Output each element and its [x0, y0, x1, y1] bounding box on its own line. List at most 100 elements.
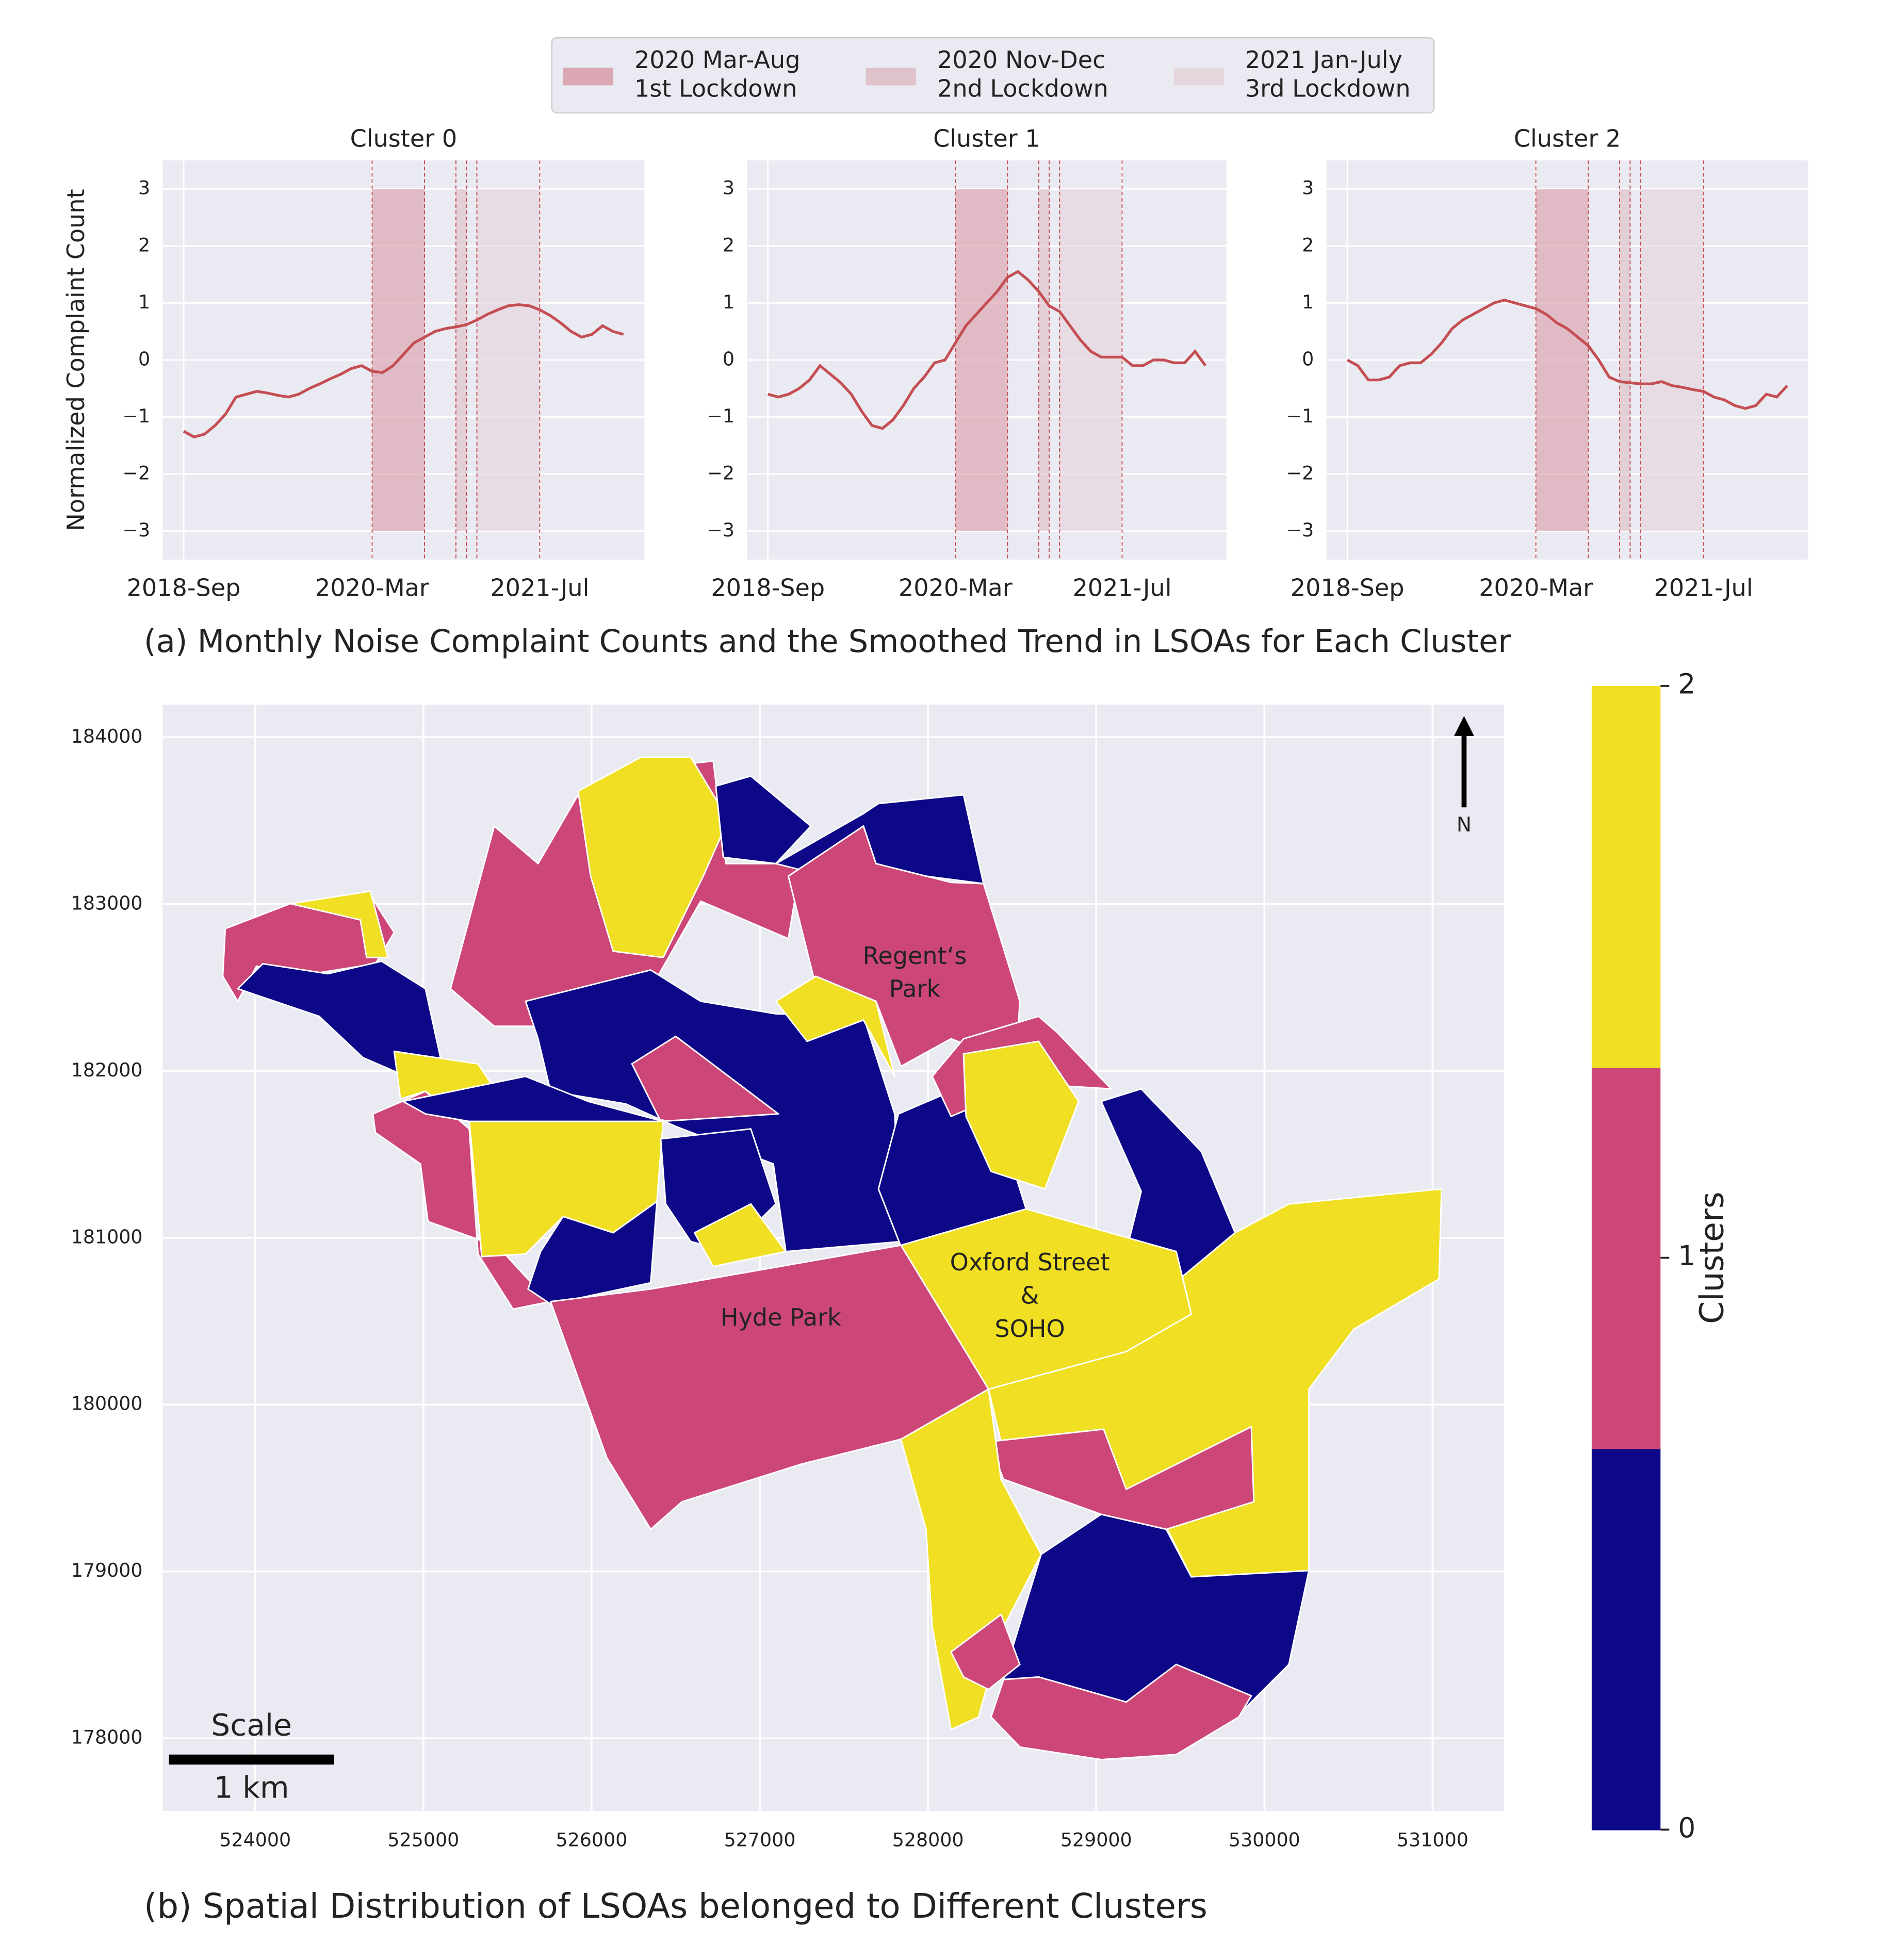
- colorbar-block: [1591, 1067, 1661, 1449]
- region: [775, 975, 896, 1077]
- region: [990, 1663, 1252, 1760]
- trend-line: [768, 270, 1207, 430]
- lockdown-span: [477, 189, 540, 531]
- y-tick-label: −1: [122, 405, 150, 427]
- x-tick-label: 2020-Mar: [315, 574, 429, 602]
- x-tick-label: 2020-Mar: [899, 574, 1013, 602]
- trend-line: [183, 303, 624, 439]
- y-tick-label: 178000: [71, 1726, 143, 1749]
- y-tick-label: 1: [1302, 291, 1314, 313]
- region: [631, 1035, 779, 1122]
- scale-bar: [169, 1754, 334, 1765]
- x-tick-label: 527000: [724, 1829, 796, 1851]
- region: [527, 1200, 658, 1305]
- region: [577, 756, 729, 958]
- legend-label: 1st Lockdown: [634, 75, 797, 103]
- region: [962, 1040, 1080, 1190]
- colorbar-tick-label: 1: [1678, 1239, 1695, 1272]
- map-annotation: Regent‘s: [862, 942, 967, 970]
- y-tick-label: 179000: [71, 1559, 143, 1581]
- map-annotation: Hyde Park: [721, 1303, 841, 1331]
- x-tick-label: 2021-Jul: [490, 574, 589, 602]
- y-tick-label: 181000: [71, 1226, 143, 1248]
- legend-swatch: [1173, 68, 1224, 86]
- panel-title: Cluster 2: [1514, 125, 1621, 153]
- x-tick-label: 2018-Sep: [711, 574, 825, 602]
- scale-label: 1 km: [214, 1770, 289, 1805]
- y-tick-label: −2: [707, 462, 735, 484]
- lockdown-span: [1640, 189, 1704, 531]
- colorbar-label: Clusters: [1693, 1191, 1731, 1324]
- y-tick-label: 3: [723, 177, 735, 199]
- legend-label: 2020 Nov-Dec: [937, 46, 1105, 74]
- north-label: N: [1457, 813, 1472, 837]
- lockdown-span: [1536, 189, 1589, 531]
- y-tick-label: 0: [138, 348, 150, 370]
- y-tick-label: 183000: [71, 892, 143, 914]
- colorbar-block: [1591, 1448, 1661, 1831]
- map-annotation: Park: [889, 975, 941, 1003]
- legend-box: [551, 37, 1435, 113]
- y-tick-label: −3: [707, 519, 735, 541]
- lockdown-span: [1620, 189, 1630, 531]
- panel-title: Cluster 1: [933, 125, 1040, 153]
- map-regions: [222, 756, 1443, 1760]
- x-tick-label: 2021-Jul: [1654, 574, 1753, 602]
- lockdown-span: [455, 189, 467, 531]
- trend-line: [1346, 299, 1788, 410]
- x-tick-label: 526000: [556, 1829, 628, 1851]
- lockdown-span: [1038, 189, 1050, 531]
- north-arrow-head: [1454, 716, 1474, 736]
- x-tick-label: 524000: [219, 1829, 291, 1851]
- y-tick-label: 1: [723, 291, 735, 313]
- y-tick-label: 2: [1302, 234, 1314, 256]
- region: [289, 890, 389, 958]
- caption-b: (b) Spatial Distribution of LSOAs belong…: [144, 1887, 1207, 1926]
- y-tick-label: 2: [138, 234, 150, 256]
- y-tick-label: −1: [707, 405, 735, 427]
- lockdown-span: [955, 189, 1008, 531]
- y-tick-label: −3: [1286, 519, 1314, 541]
- x-tick-label: 529000: [1060, 1829, 1132, 1851]
- legend-label: 2021 Jan-July: [1245, 46, 1402, 74]
- map-annotation: SOHO: [994, 1315, 1065, 1343]
- x-tick-label: 2021-Jul: [1072, 574, 1171, 602]
- legend-swatch: [866, 68, 916, 86]
- region: [715, 775, 812, 864]
- x-tick-label: 530000: [1229, 1829, 1300, 1851]
- map-annotation: Oxford Street: [950, 1248, 1110, 1276]
- x-tick-label: 531000: [1397, 1829, 1468, 1851]
- legend-label: 3rd Lockdown: [1245, 75, 1411, 103]
- panel-title: Cluster 0: [350, 125, 458, 153]
- y-tick-label: −2: [1286, 462, 1314, 484]
- lockdown-span: [1059, 189, 1122, 531]
- y-tick-label: 184000: [71, 725, 143, 747]
- x-tick-label: 528000: [892, 1829, 964, 1851]
- y-tick-label: 2: [723, 234, 735, 256]
- y-tick-label: 0: [1302, 348, 1314, 370]
- map-overlay: N Scale 1 km Regent‘s Park Oxford Street & S…: [169, 668, 1731, 1844]
- region: [402, 1075, 664, 1122]
- region: [549, 1244, 989, 1530]
- x-tick-label: 2018-Sep: [127, 574, 241, 602]
- region: [693, 1203, 787, 1268]
- y-tick-label: −3: [122, 519, 150, 541]
- y-tick-label: −2: [122, 462, 150, 484]
- colorbar-block: [1591, 685, 1661, 1068]
- region: [950, 1613, 1021, 1690]
- y-tick-label: −1: [1286, 405, 1314, 427]
- map-annotation: &: [1021, 1281, 1039, 1309]
- y-tick-label: 180000: [71, 1393, 143, 1415]
- y-tick-label: 0: [723, 348, 735, 370]
- y-tick-label: 3: [1302, 177, 1314, 199]
- legend-label: 2020 Mar-Aug: [634, 46, 800, 74]
- x-tick-label: 525000: [387, 1829, 459, 1851]
- region: [237, 960, 442, 1075]
- y-tick-label: 1: [138, 291, 150, 313]
- x-tick-label: 2018-Sep: [1291, 574, 1405, 602]
- legend-swatch: [563, 68, 613, 86]
- caption-a: (a) Monthly Noise Complaint Counts and t…: [144, 624, 1511, 660]
- y-tick-label: 182000: [71, 1059, 143, 1081]
- colorbar-tick-label: 2: [1678, 668, 1695, 700]
